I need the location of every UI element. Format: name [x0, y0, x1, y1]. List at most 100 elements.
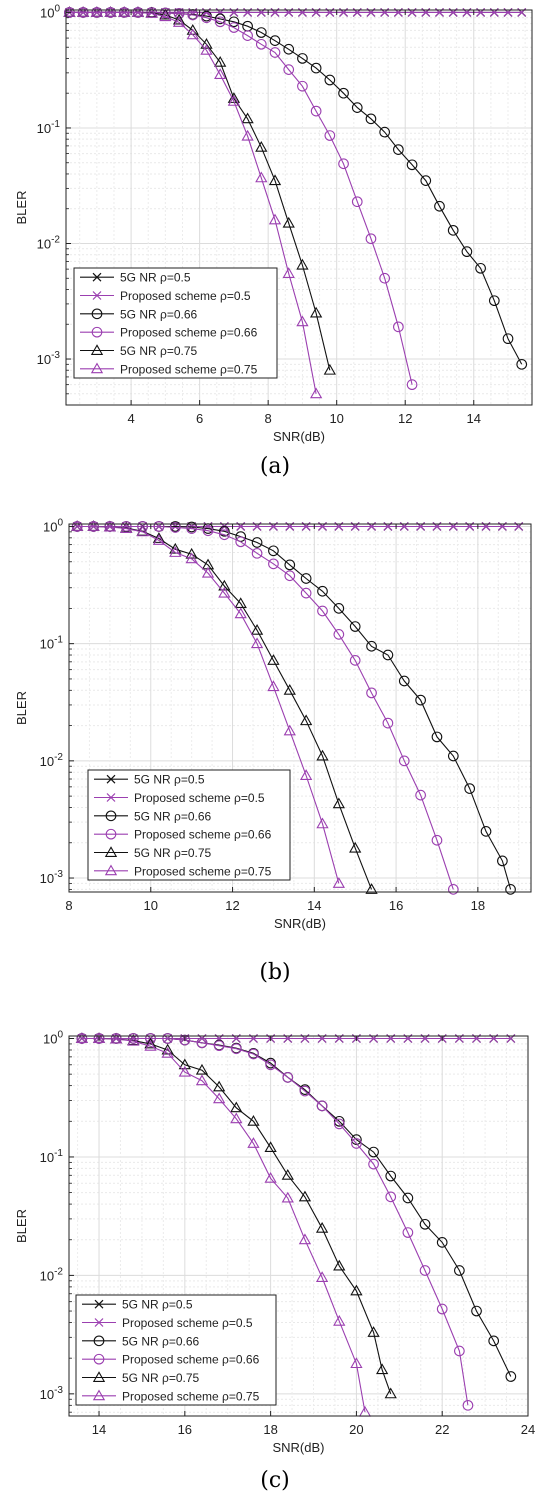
legend-label: Proposed scheme ρ=0.5 [120, 289, 251, 303]
data-point [349, 655, 361, 666]
data-point [214, 68, 227, 80]
legend-marker [106, 793, 116, 802]
data-point [103, 520, 117, 532]
legend-marker [92, 1371, 106, 1382]
data-point [227, 95, 241, 106]
x-tick-label: 16 [178, 1422, 192, 1437]
data-point [63, 6, 76, 17]
legend-item: 5G NR ρ=0.75 [82, 1371, 200, 1385]
x-tick-label: 18 [471, 898, 485, 913]
data-point [419, 1218, 431, 1230]
data-point [431, 731, 443, 743]
data-point [269, 35, 281, 47]
data-point [172, 16, 186, 27]
data-point [385, 1191, 397, 1203]
data-point [127, 1033, 139, 1044]
data-point [230, 1043, 242, 1055]
data-point [265, 1059, 276, 1071]
data-point [228, 22, 240, 33]
data-point [332, 797, 345, 809]
data-point [464, 783, 476, 794]
legend-item: 5G NR ρ=0.75 [94, 846, 212, 860]
data-point [471, 1305, 482, 1317]
data-point [201, 566, 215, 578]
data-point [349, 621, 361, 632]
data-point [316, 749, 329, 761]
legend-item: Proposed scheme ρ=0.75 [94, 864, 272, 878]
data-point [255, 38, 267, 50]
y-tick-label: 10-2 [40, 1266, 64, 1283]
data-point [264, 1141, 277, 1153]
x-tick-label: 14 [92, 1422, 106, 1437]
data-point [338, 87, 349, 99]
y-tick-label: 10-1 [40, 635, 64, 652]
legend-label: Proposed scheme ρ=0.75 [134, 864, 272, 878]
data-point [179, 1034, 191, 1046]
legend: 5G NR ρ=0.5 Proposed scheme ρ=0.5 5G NR ρ=… [73, 267, 278, 379]
data-point [420, 175, 432, 186]
data-point [214, 13, 226, 25]
data-point [447, 224, 459, 236]
legend-marker [90, 362, 104, 374]
data-point [351, 1138, 362, 1149]
data-point [296, 258, 309, 270]
data-point [324, 130, 336, 141]
data-point [127, 1034, 140, 1046]
data-point [283, 64, 295, 75]
legend-marker [90, 344, 104, 355]
data-point [76, 6, 90, 17]
data-point [284, 559, 296, 571]
legend-marker [92, 272, 102, 282]
y-axis-label: BLER [14, 691, 29, 725]
data-point [234, 597, 247, 608]
series-line [77, 525, 454, 890]
data-point [488, 1335, 500, 1347]
series-4 [71, 521, 459, 895]
legend-label: Proposed scheme ρ=0.66 [122, 1353, 260, 1367]
data-point [255, 171, 268, 183]
data-point [248, 1048, 259, 1060]
data-point [136, 525, 149, 537]
data-point [505, 1371, 517, 1382]
legend-label: 5G NR ρ=0.5 [122, 1298, 193, 1312]
legend: 5G NR ρ=0.5 Proposed scheme ρ=0.5 5G NR ρ=… [87, 769, 291, 881]
data-point [268, 174, 282, 186]
legend-marker [93, 1335, 105, 1347]
legend-label: 5G NR ρ=0.75 [134, 846, 212, 860]
x-tick-label: 18 [263, 1422, 277, 1437]
axes-frame [68, 1035, 529, 1417]
data-point [247, 1114, 260, 1126]
data-point [269, 47, 281, 58]
data-point [315, 1221, 329, 1233]
data-point [324, 74, 336, 86]
data-point [475, 262, 486, 274]
data-point [152, 532, 166, 543]
data-point [178, 1065, 191, 1077]
data-point [393, 144, 404, 155]
y-tick-label: 100 [40, 3, 60, 20]
data-point [283, 683, 296, 695]
legend-label: Proposed scheme ρ=0.66 [120, 326, 258, 340]
data-point [282, 1071, 294, 1083]
data-point [419, 1265, 431, 1276]
data-point [267, 654, 280, 665]
legend-label: Proposed scheme ρ=0.5 [122, 1316, 253, 1330]
x-tick-label: 12 [225, 898, 239, 913]
data-point [402, 1227, 414, 1238]
data-point [323, 363, 336, 375]
legend-marker [105, 828, 117, 840]
data-point [365, 883, 378, 894]
data-point [247, 1137, 260, 1148]
legend-label: 5G NR ρ=0.66 [134, 809, 212, 823]
data-point [349, 841, 362, 853]
data-point [145, 7, 158, 18]
panel-label-a: (a) [259, 454, 291, 479]
data-point [297, 53, 308, 64]
data-point [71, 520, 84, 531]
data-point [384, 1387, 397, 1399]
data-point [376, 1363, 389, 1375]
data-point [296, 315, 309, 327]
data-point [338, 158, 349, 170]
data-point [178, 1058, 191, 1070]
data-point [267, 680, 280, 692]
